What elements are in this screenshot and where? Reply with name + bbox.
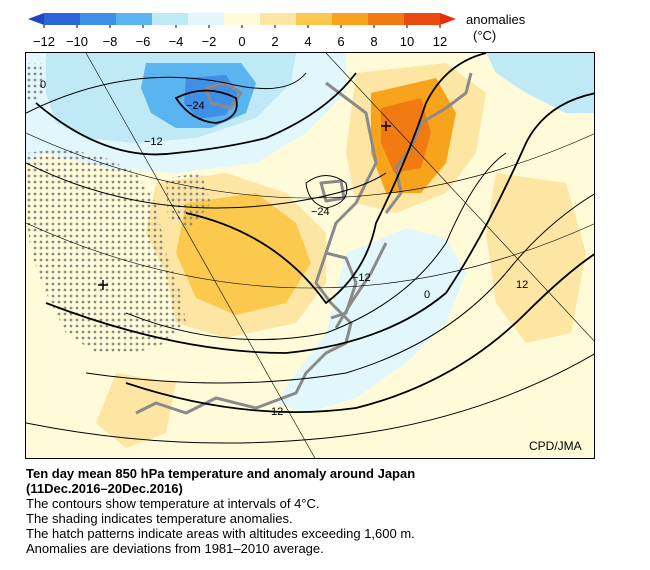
contour-line — [45, 92, 594, 354]
caption-line: The contours show temperature at interva… — [26, 496, 320, 511]
colorbar-tick-label: −4 — [169, 34, 184, 49]
colorbar-unit-label: anomalies — [466, 12, 526, 27]
colorbar-right-arrow — [440, 13, 456, 25]
colorbar-tick-label: 0 — [238, 34, 245, 49]
caption-line: Anomalies are deviations from 1981–2010 … — [26, 541, 324, 556]
contour-line — [35, 72, 357, 156]
coastline-japan — [334, 72, 473, 329]
colorbar-cell — [296, 13, 333, 25]
colorbar-cell — [224, 13, 261, 25]
cross-marker — [381, 121, 391, 131]
caption-line: The hatch patterns indicate areas with a… — [26, 526, 415, 541]
colorbar-tick-label: −12 — [33, 34, 55, 49]
colorbar-cell — [152, 13, 189, 25]
colorbar-cell — [368, 13, 405, 25]
colorbar-left-arrow — [28, 13, 44, 25]
colorbar-tick-label: −8 — [103, 34, 118, 49]
map-caption: Ten day mean 850 hPa temperature and ano… — [26, 466, 626, 556]
map-canvas: 0 −24 −12 −24 −12 0 12 12 — [26, 53, 594, 458]
contour-label: −24 — [186, 100, 205, 112]
colorbar-tick-label: 10 — [400, 34, 414, 49]
contour-line — [174, 89, 238, 124]
colorbar-cell — [332, 13, 369, 25]
markers — [98, 121, 391, 290]
graticule-line — [26, 222, 594, 289]
colorbar-cell — [260, 13, 297, 25]
contour-label: 12 — [271, 406, 283, 418]
contour-line — [125, 253, 594, 413]
anomaly-shading — [26, 53, 594, 448]
colorbar-cell — [188, 13, 225, 25]
colorbar-cell — [116, 13, 153, 25]
colorbar-tick-label: 8 — [370, 34, 377, 49]
caption-title: Ten day mean 850 hPa temperature and ano… — [26, 466, 416, 481]
graticule — [26, 53, 594, 458]
contour-labels: 0 −24 −12 −24 −12 0 12 12 — [40, 79, 528, 418]
colorbar-unit: (°C) — [473, 28, 497, 43]
northwest-hatch — [26, 63, 44, 103]
warm-anomaly-china-strong — [176, 193, 311, 315]
colorbar-cell — [44, 13, 81, 25]
contour-line — [26, 162, 387, 209]
coastline-korea — [325, 251, 358, 320]
cold-anomaly-northeast — [486, 53, 594, 113]
colorbar-tick-label: −6 — [136, 34, 151, 49]
contour-line — [85, 193, 594, 384]
colorbar-tick-label: 6 — [337, 34, 344, 49]
cold-anomaly-core — [184, 75, 238, 119]
tibetan-plateau-hatch — [26, 148, 186, 353]
colorbar-tick-label: −10 — [66, 34, 88, 49]
contour-label: −24 — [311, 206, 330, 218]
warm-anomaly-pacific-east — [486, 173, 586, 343]
temperature-contours — [26, 53, 594, 444]
contour-label: 12 — [516, 279, 528, 291]
colorbar-tick-label: 12 — [433, 34, 447, 49]
contour-label: −12 — [352, 272, 371, 284]
contour-line — [185, 53, 487, 305]
contour-line — [125, 152, 507, 341]
cross-marker — [98, 280, 108, 290]
contour-label: 0 — [424, 289, 430, 301]
colorbar-cell — [404, 13, 441, 25]
contour-line — [26, 353, 594, 444]
contour-label: −12 — [144, 136, 163, 148]
cold-anomaly-south-japan — [276, 228, 466, 413]
graticule-line — [26, 132, 594, 199]
colorbar-tick-label: 4 — [304, 34, 311, 49]
colorbar-tick-label: −2 — [202, 34, 217, 49]
contour-label: 0 — [40, 79, 46, 91]
contour-line — [305, 175, 348, 209]
anomaly-colorbar: −12 −10 −8 −6 −4 −2 0 2 4 6 8 10 12 — [28, 13, 456, 49]
caption-line: The shading indicates temperature anomal… — [26, 511, 293, 526]
colorbar-tick-label: 2 — [271, 34, 278, 49]
credit-label: CPD/JMA — [529, 439, 582, 453]
caption-period: (11Dec.2016–20Dec.2016) — [26, 481, 183, 496]
colorbar-cell — [80, 13, 117, 25]
contour-line — [26, 72, 307, 114]
warm-anomaly-manchuria-core — [381, 98, 431, 173]
graticule-line — [325, 53, 594, 342]
graticule-line — [85, 53, 316, 458]
temperature-anomaly-map: 0 −24 −12 −24 −12 0 12 12 CPD/JMA — [25, 52, 595, 459]
